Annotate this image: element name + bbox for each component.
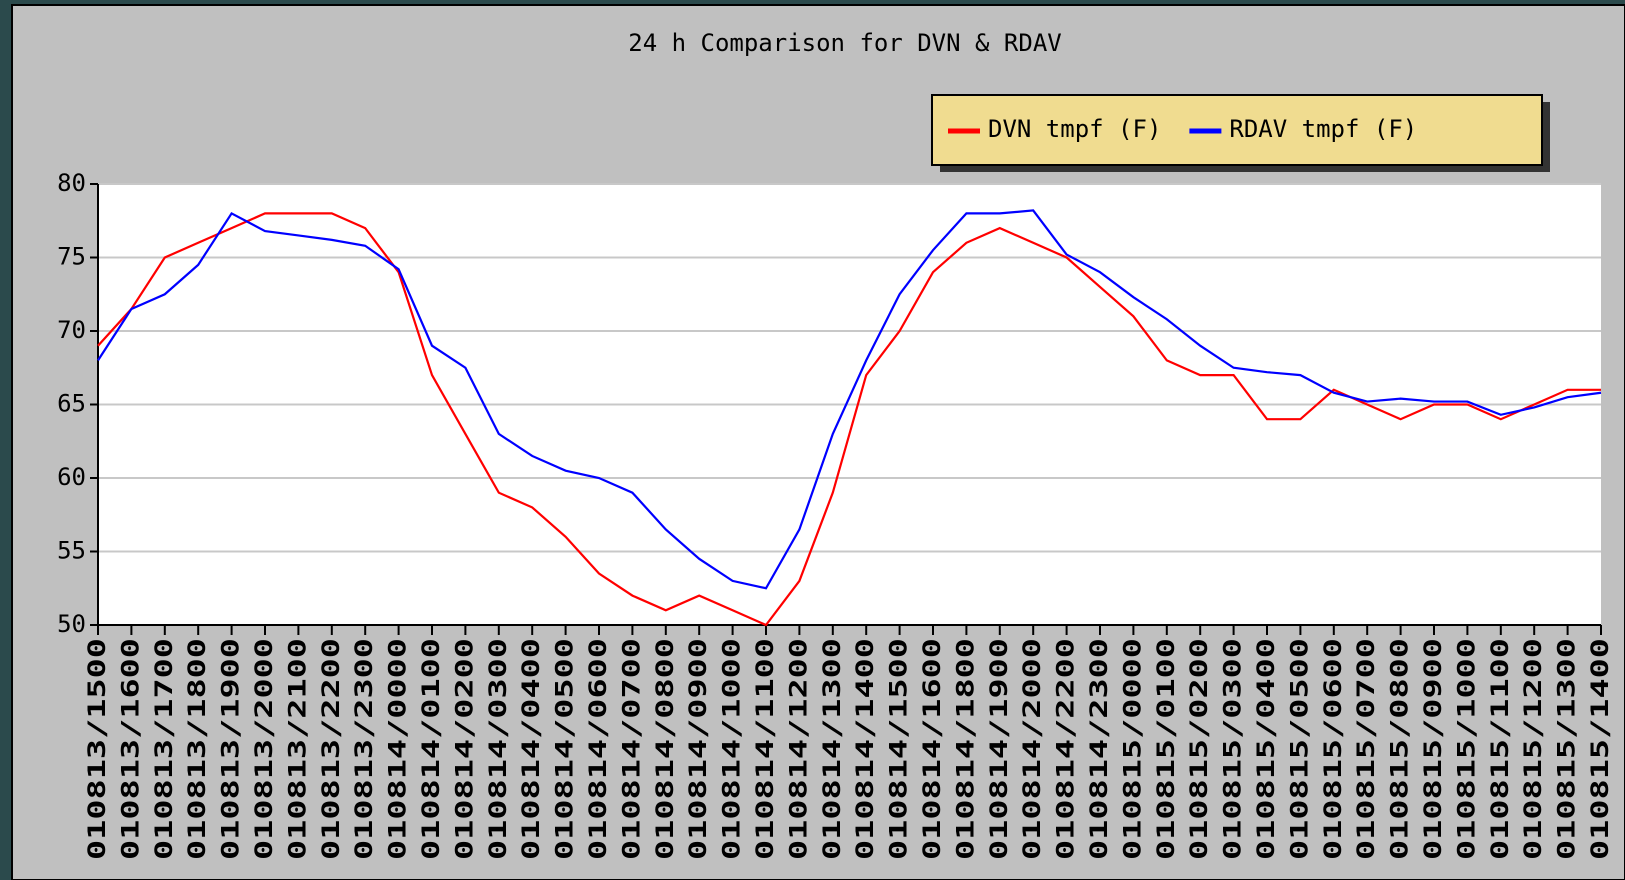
x-tick-label: 010814/1300 (818, 638, 846, 860)
x-tick-label: 010815/1000 (1452, 638, 1480, 860)
x-tick-label: 010814/2300 (1085, 638, 1113, 860)
x-tick-label: 010813/1600 (116, 638, 144, 860)
x-tick-label: 010814/0000 (384, 638, 412, 860)
x-tick-label: 010815/0600 (1319, 638, 1347, 860)
x-tick-label: 010814/1500 (885, 638, 913, 860)
x-tick-label: 010814/0900 (684, 638, 712, 860)
x-tick-label: 010815/0300 (1219, 638, 1247, 860)
x-tick-label: 010813/2000 (250, 638, 278, 860)
y-tick-label: 65 (57, 390, 86, 418)
x-tick-label: 010815/0400 (1252, 638, 1280, 860)
x-tick-label: 010814/2200 (1052, 638, 1080, 860)
y-tick-label: 80 (57, 169, 86, 197)
x-tick-label: 010814/2000 (1018, 638, 1046, 860)
x-tick-label: 010813/1900 (217, 638, 245, 860)
x-tick-label: 010815/1100 (1486, 638, 1514, 860)
x-tick-label: 010815/0000 (1118, 638, 1146, 860)
legend-label: DVN tmpf (F) (988, 115, 1161, 143)
y-tick-label: 50 (57, 610, 86, 638)
x-tick-label: 010813/1700 (150, 638, 178, 860)
x-tick-label: 010815/0100 (1152, 638, 1180, 860)
y-tick-label: 55 (57, 537, 86, 565)
x-tick-label: 010814/1000 (718, 638, 746, 860)
x-tick-label: 010814/0300 (484, 638, 512, 860)
x-tick-label: 010814/0500 (551, 638, 579, 860)
data-line (97, 209, 1602, 590)
x-tick-label: 010814/0200 (450, 638, 478, 860)
x-tick-label: 010815/0500 (1285, 638, 1313, 860)
y-tick-label: 75 (57, 243, 86, 271)
chart-title: 24 h Comparison for DVN & RDAV (628, 29, 1061, 57)
x-tick-label: 010814/0800 (651, 638, 679, 860)
y-tick-label: 60 (57, 463, 86, 491)
x-tick-label: 010815/0200 (1185, 638, 1213, 860)
x-tick-label: 010815/1400 (1586, 638, 1614, 860)
x-tick-label: 010814/1200 (784, 638, 812, 860)
x-tick-label: 010815/0700 (1352, 638, 1380, 860)
x-tick-label: 010814/1900 (985, 638, 1013, 860)
x-tick-label: 010813/2100 (283, 638, 311, 860)
x-tick-label: 010815/0800 (1386, 638, 1414, 860)
legend-label: RDAV tmpf (F) (1229, 115, 1417, 143)
x-tick-label: 010814/1100 (751, 638, 779, 860)
x-tick-label: 010814/0700 (617, 638, 645, 860)
x-tick-label: 010813/1500 (83, 638, 111, 860)
x-tick-label: 010814/0600 (584, 638, 612, 860)
x-tick-label: 010814/0100 (417, 638, 445, 860)
x-tick-label: 010814/0400 (517, 638, 545, 860)
x-tick-label: 010814/1600 (918, 638, 946, 860)
x-tick-label: 010813/2200 (317, 638, 345, 860)
y-tick-label: 70 (57, 316, 86, 344)
x-tick-label: 010815/1200 (1519, 638, 1547, 860)
x-tick-label: 010814/1800 (951, 638, 979, 860)
x-tick-label: 010814/1400 (851, 638, 879, 860)
legend (931, 94, 1543, 166)
x-tick-label: 010813/1800 (183, 638, 211, 860)
x-tick-label: 010815/1300 (1553, 638, 1581, 860)
x-tick-label: 010815/0900 (1419, 638, 1447, 860)
x-tick-label: 010813/2300 (350, 638, 378, 860)
